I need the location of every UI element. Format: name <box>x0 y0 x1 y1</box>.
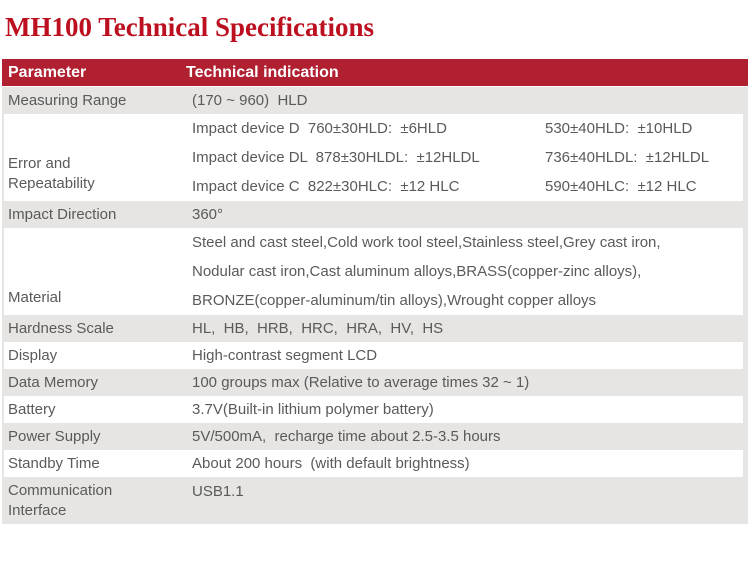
value-text: 100 groups max (Relative to average time… <box>192 373 530 391</box>
table-row: Display High-contrast segment LCD <box>4 342 743 369</box>
row-label-text: Standby Time <box>8 454 100 472</box>
row-label: Standby Time <box>4 450 190 477</box>
table-row: Error and Repeatability Impact device D 76… <box>4 114 743 201</box>
value-text: Steel and cast steel,Cold work tool stee… <box>192 234 661 251</box>
row-label: Hardness Scale <box>4 315 190 342</box>
value-text: USB1.1 <box>192 483 244 500</box>
page-title: MH100 Technical Specifications <box>5 12 375 42</box>
value-text: (170 ~ 960) HLD <box>192 91 308 109</box>
table-row: Measuring Range (170 ~ 960) HLD <box>4 87 743 114</box>
table-row: Material Steel and cast steel,Cold work t… <box>4 228 743 315</box>
row-value: USB1.1 <box>190 477 743 524</box>
row-label-text: Hardness Scale <box>8 319 114 337</box>
value-text: 3.7V(Built-in lithium polymer battery) <box>192 400 434 418</box>
table-row: Impact Direction 360° <box>4 201 743 228</box>
row-label-text: Material <box>8 289 62 306</box>
row-label: Error and Repeatability <box>4 114 190 201</box>
row-value: About 200 hours (with default brightness… <box>190 450 743 477</box>
row-value: HL, HB, HRB, HRC, HRA, HV, HS <box>190 315 743 342</box>
row-label: Display <box>4 342 190 369</box>
row-value: Impact device D 760±30HLD: ±6HLD 530±40HL… <box>190 114 743 201</box>
table-row: Battery 3.7V(Built-in lithium polymer bat… <box>4 396 743 423</box>
table-row: Hardness Scale HL, HB, HRB, HRC, HRA, HV,… <box>4 315 743 342</box>
row-value: 5V/500mA, recharge time about 2.5-3.5 ho… <box>190 423 743 450</box>
row-label: Impact Direction <box>4 201 190 228</box>
value-text: 590±40HLC: ±12 HLC <box>545 178 697 195</box>
table-header-row: Parameter Technical indication <box>2 59 748 86</box>
value-text: 360° <box>192 205 224 223</box>
value-text: Impact device D 760±30HLD: ±6HLD <box>192 120 447 137</box>
row-label-text: Repeatability <box>8 175 95 192</box>
value-text: About 200 hours (with default brightness… <box>192 454 470 472</box>
row-label-text: Interface <box>8 502 67 519</box>
row-value: High-contrast segment LCD <box>190 342 743 369</box>
value-text: 736±40HLDL: ±12HLDL <box>545 149 710 166</box>
table-row: Communication Interface USB1.1 <box>4 477 743 524</box>
value-text: BRONZE(copper-aluminum/tin alloys),Wroug… <box>192 292 597 309</box>
value-text: Impact device DL 878±30HLDL: ±12HLDL <box>192 149 480 166</box>
row-label: Power Supply <box>4 423 190 450</box>
value-text: 5V/500mA, recharge time about 2.5-3.5 ho… <box>192 427 501 445</box>
row-label: Battery <box>4 396 190 423</box>
table-row: Power Supply 5V/500mA, recharge time abou… <box>4 423 743 450</box>
table-row: Standby Time About 200 hours (with defaul… <box>4 450 743 477</box>
row-label-text: Power Supply <box>8 427 101 445</box>
row-label-text: Display <box>8 346 58 364</box>
value-text: Nodular cast iron,Cast aluminum alloys,B… <box>192 263 642 280</box>
value-text: Impact device C 822±30HLC: ±12 HLC <box>192 178 460 195</box>
row-label: Data Memory <box>4 369 190 396</box>
row-label: Material <box>4 228 190 315</box>
row-label-text: Battery <box>8 400 56 418</box>
row-value: (170 ~ 960) HLD <box>190 87 743 114</box>
row-label-text: Measuring Range <box>8 91 127 109</box>
row-label: Communication Interface <box>4 477 190 524</box>
row-value: 100 groups max (Relative to average time… <box>190 369 743 396</box>
table-row: Data Memory 100 groups max (Relative to a… <box>4 369 743 396</box>
row-value: 3.7V(Built-in lithium polymer battery) <box>190 396 743 423</box>
value-text: HL, HB, HRB, HRC, HRA, HV, HS <box>192 319 444 337</box>
row-label-text: Error and <box>8 155 71 172</box>
row-label-text: Impact Direction <box>8 205 117 223</box>
column-header-parameter: Parameter <box>8 63 87 81</box>
value-text: 530±40HLD: ±10HLD <box>545 120 693 137</box>
row-label-text: Communication <box>8 482 113 499</box>
row-label: Measuring Range <box>4 87 190 114</box>
column-header-technical-indication: Technical indication <box>186 63 339 81</box>
row-label-text: Data Memory <box>8 373 99 391</box>
spec-table: Parameter Technical indication Measuring… <box>2 59 748 524</box>
table-body: Measuring Range (170 ~ 960) HLD Error and R… <box>2 87 748 524</box>
value-text: High-contrast segment LCD <box>192 346 378 364</box>
row-value: 360° <box>190 201 743 228</box>
row-value: Steel and cast steel,Cold work tool stee… <box>190 228 743 315</box>
